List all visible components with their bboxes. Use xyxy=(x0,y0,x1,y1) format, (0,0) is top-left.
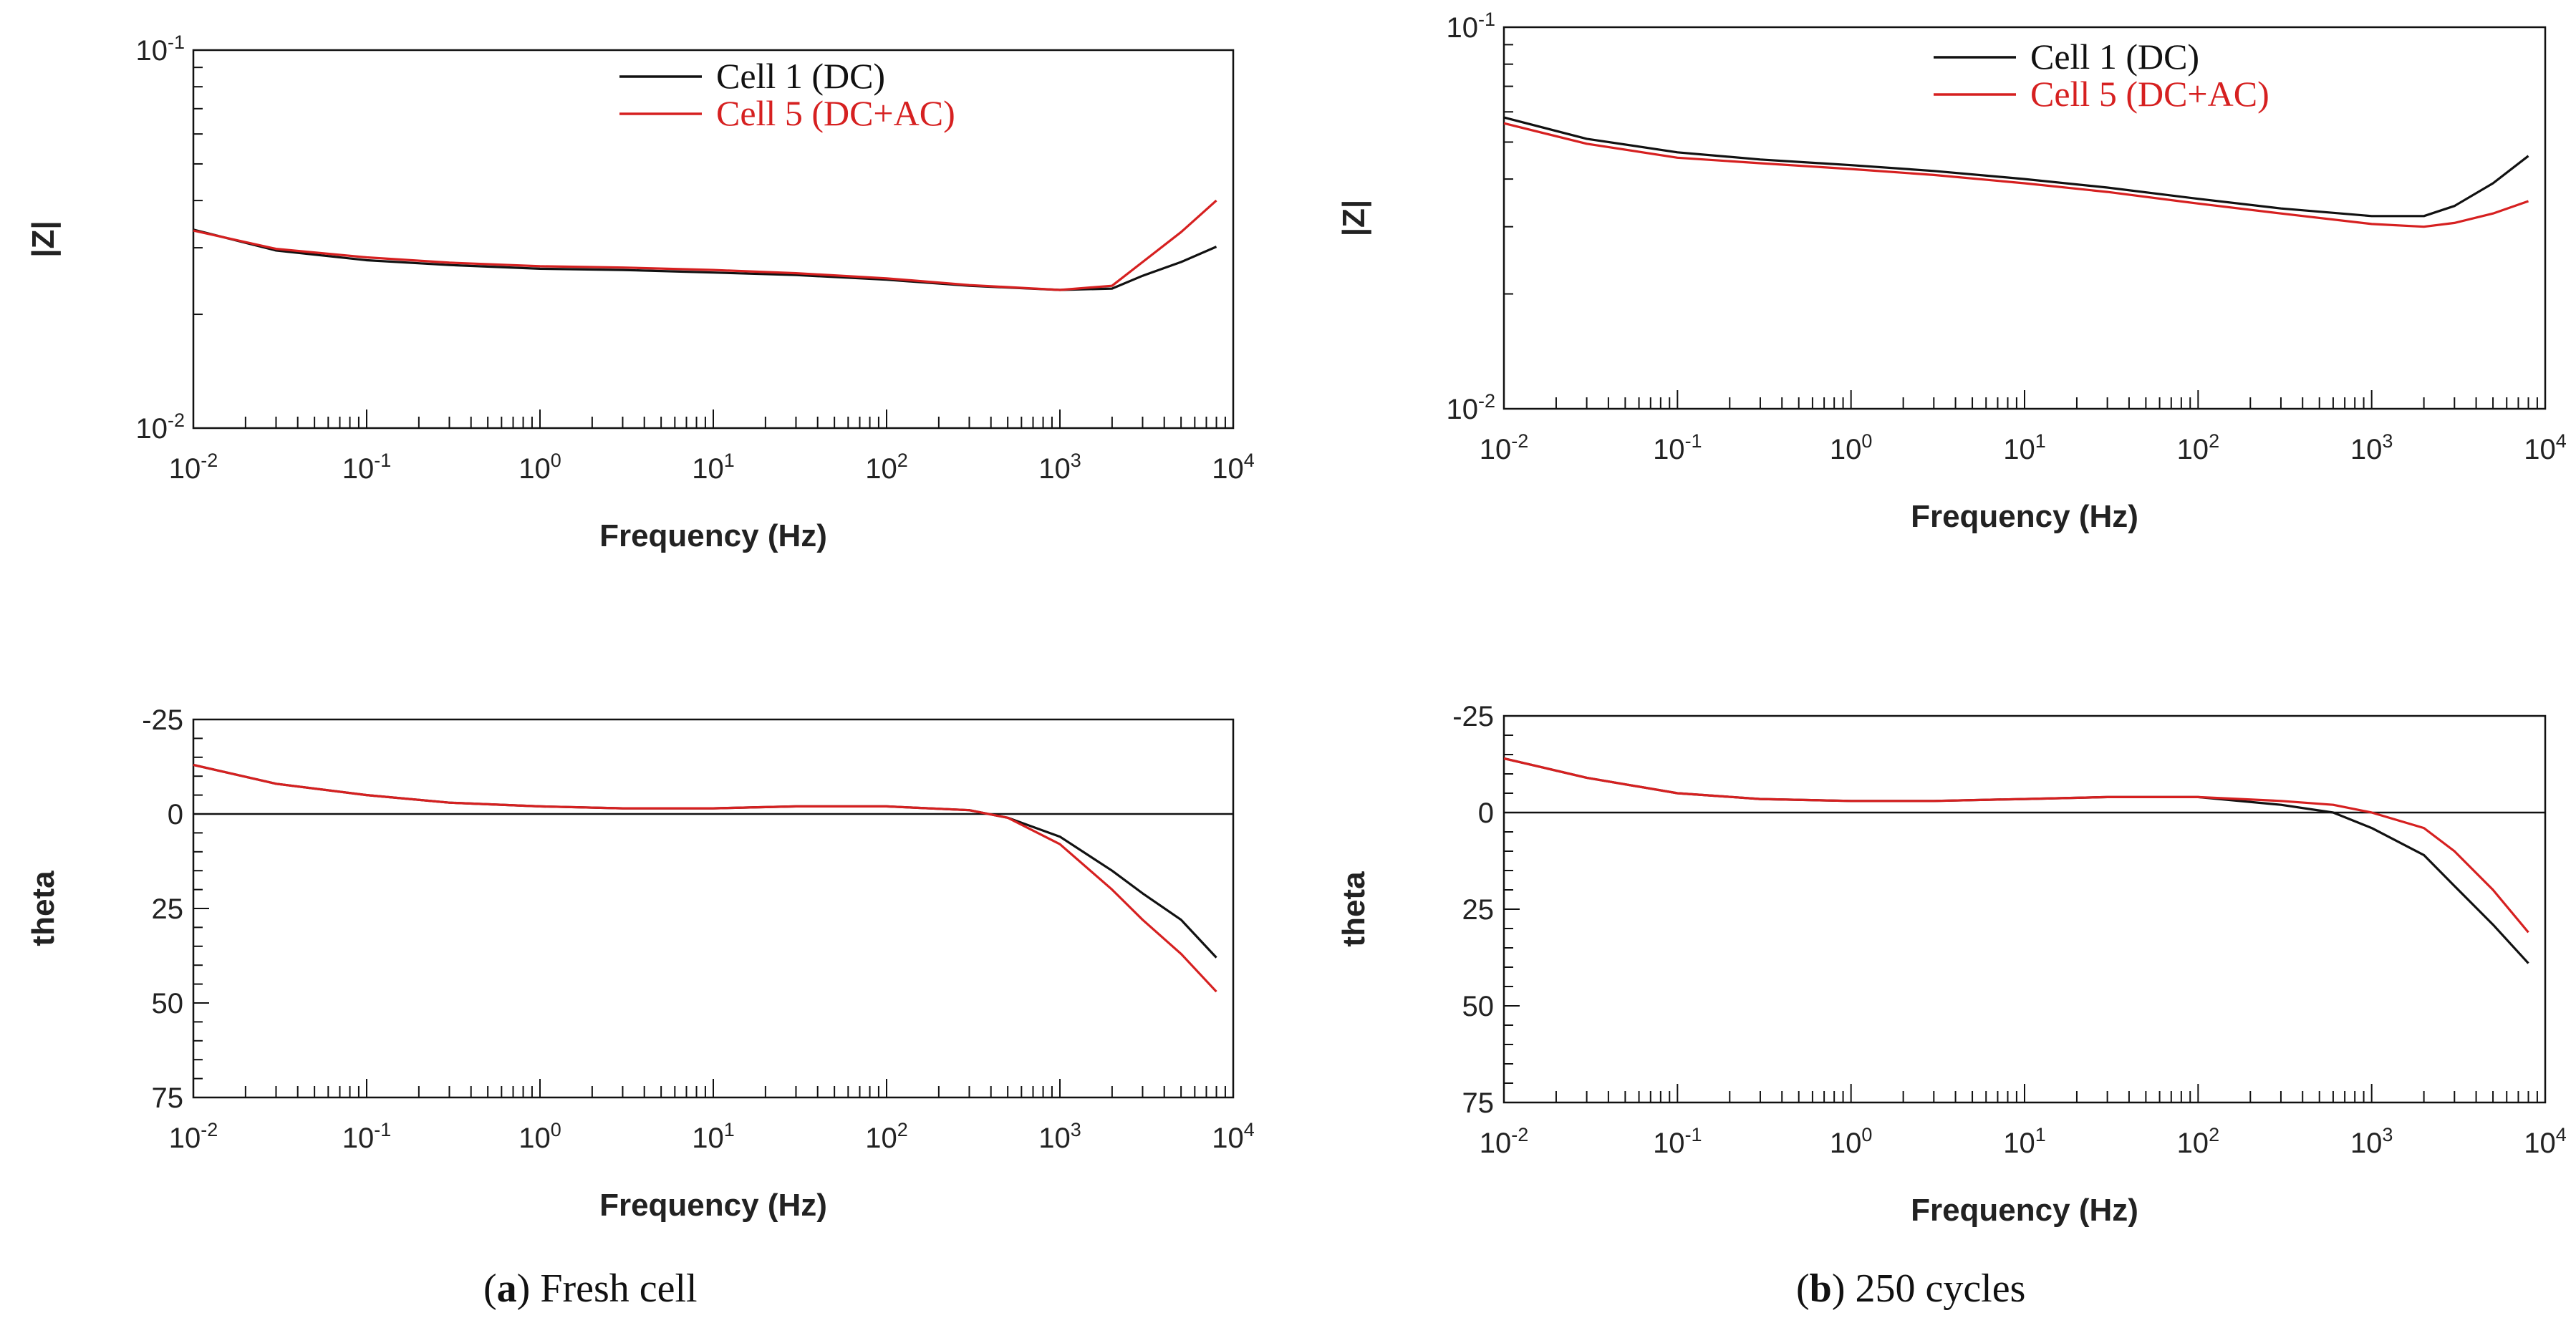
y-axis-label: theta xyxy=(1336,871,1371,947)
legend-label: Cell 1 (DC) xyxy=(2030,37,2199,77)
caption-a: (a) Fresh cell xyxy=(483,1266,698,1311)
series-line-cell1-dc xyxy=(1503,116,2529,218)
y-tick-label: 10-1 xyxy=(1446,9,1495,44)
x-tick-label: 10-2 xyxy=(1480,430,1529,465)
x-tick-label: 100 xyxy=(1830,430,1873,465)
x-axis-label: Frequency (Hz) xyxy=(1911,499,2138,534)
x-tick-label: 104 xyxy=(1212,450,1255,485)
series-line-cell5-dcac xyxy=(1503,757,2529,934)
chart-b-mag: 10-2 10-1 100 101 102 103 104 10-2 10-1 Frequency… xyxy=(1336,9,2567,534)
y-tick-label: 10-2 xyxy=(1446,390,1495,425)
x-tick-label: 101 xyxy=(2003,430,2046,465)
x-tick-label: 104 xyxy=(1212,1119,1255,1154)
y-tick-label: 50 xyxy=(152,988,184,1019)
x-tick-label: 101 xyxy=(2003,1124,2046,1159)
y-tick-label: 25 xyxy=(1462,894,1495,926)
x-axis-label: Frequency (Hz) xyxy=(599,518,827,553)
y-tick-label: 0 xyxy=(168,799,183,830)
y-tick-label: 10-2 xyxy=(135,409,185,445)
y-tick-label: 25 xyxy=(152,893,184,925)
caption-b: (b) 250 cycles xyxy=(1796,1266,2026,1311)
legend-label: Cell 5 (DC+AC) xyxy=(2030,74,2269,114)
y-axis-label: |Z| xyxy=(26,220,62,258)
x-tick-label: 102 xyxy=(2177,1124,2220,1159)
x-tick-label: 10-1 xyxy=(342,1119,392,1154)
x-tick-label: 103 xyxy=(2350,430,2393,465)
y-tick-label: -25 xyxy=(142,704,183,736)
plot-frame xyxy=(1502,714,2547,1104)
chart-b-phase: 10-2 10-1 100 101 102 103 104 -25 0 25 50 75 Frequen… xyxy=(1336,701,2567,1228)
plot-frame xyxy=(192,49,1235,430)
series-line-cell1-dc xyxy=(193,763,1217,959)
series-line-cell5-dcac xyxy=(193,763,1217,993)
y-tick-label: -25 xyxy=(1452,701,1494,732)
y-tick-label: 75 xyxy=(152,1082,184,1114)
x-tick-label: 104 xyxy=(2524,430,2567,465)
x-tick-label: 10-1 xyxy=(342,450,392,485)
legend-label: Cell 1 (DC) xyxy=(716,56,885,96)
x-tick-label: 102 xyxy=(2177,430,2220,465)
y-tick-label: 10-1 xyxy=(135,31,185,67)
chart-a-phase: 10-2 10-1 100 101 102 103 104 -25 0 25 50 75 Frequen… xyxy=(26,704,1255,1223)
chart-a-mag: 10-2 10-1 100 101 102 103 104 10-2 10-1 Frequency… xyxy=(26,31,1255,553)
x-tick-label: 100 xyxy=(1830,1124,1873,1159)
series-line-cell5-dcac xyxy=(1503,122,2529,228)
legend-label: Cell 5 (DC+AC) xyxy=(716,93,955,133)
x-tick-label: 101 xyxy=(692,1119,735,1154)
legend: Cell 1 (DC)Cell 5 (DC+AC) xyxy=(1934,37,2269,114)
x-tick-label: 103 xyxy=(1038,450,1081,485)
x-tick-label: 10-2 xyxy=(1480,1124,1529,1159)
y-axis-label: theta xyxy=(26,871,61,946)
x-tick-label: 10-2 xyxy=(169,450,218,485)
x-tick-label: 102 xyxy=(865,1119,908,1154)
series-line-cell1-dc xyxy=(193,228,1217,291)
y-axis-label: |Z| xyxy=(1336,200,1372,237)
x-tick-label: 102 xyxy=(865,450,908,485)
x-axis-label: Frequency (Hz) xyxy=(1911,1193,2138,1228)
y-tick-label: 75 xyxy=(1462,1087,1495,1119)
x-tick-label: 103 xyxy=(1038,1119,1081,1154)
x-tick-label: 10-2 xyxy=(169,1119,218,1154)
y-tick-label: 0 xyxy=(1478,798,1494,829)
series-line-cell5-dcac xyxy=(193,199,1217,291)
x-tick-label: 103 xyxy=(2350,1124,2393,1159)
x-tick-label: 10-1 xyxy=(1653,430,1702,465)
y-tick-label: 50 xyxy=(1462,991,1495,1022)
x-axis-label: Frequency (Hz) xyxy=(599,1188,827,1223)
x-tick-label: 100 xyxy=(518,1119,561,1154)
legend: Cell 1 (DC)Cell 5 (DC+AC) xyxy=(619,56,955,133)
x-tick-label: 10-1 xyxy=(1653,1124,1702,1159)
x-tick-label: 101 xyxy=(692,450,735,485)
x-tick-label: 104 xyxy=(2524,1124,2567,1159)
plot-frame xyxy=(1502,26,2547,410)
x-tick-label: 100 xyxy=(518,450,561,485)
plot-frame xyxy=(192,718,1235,1099)
